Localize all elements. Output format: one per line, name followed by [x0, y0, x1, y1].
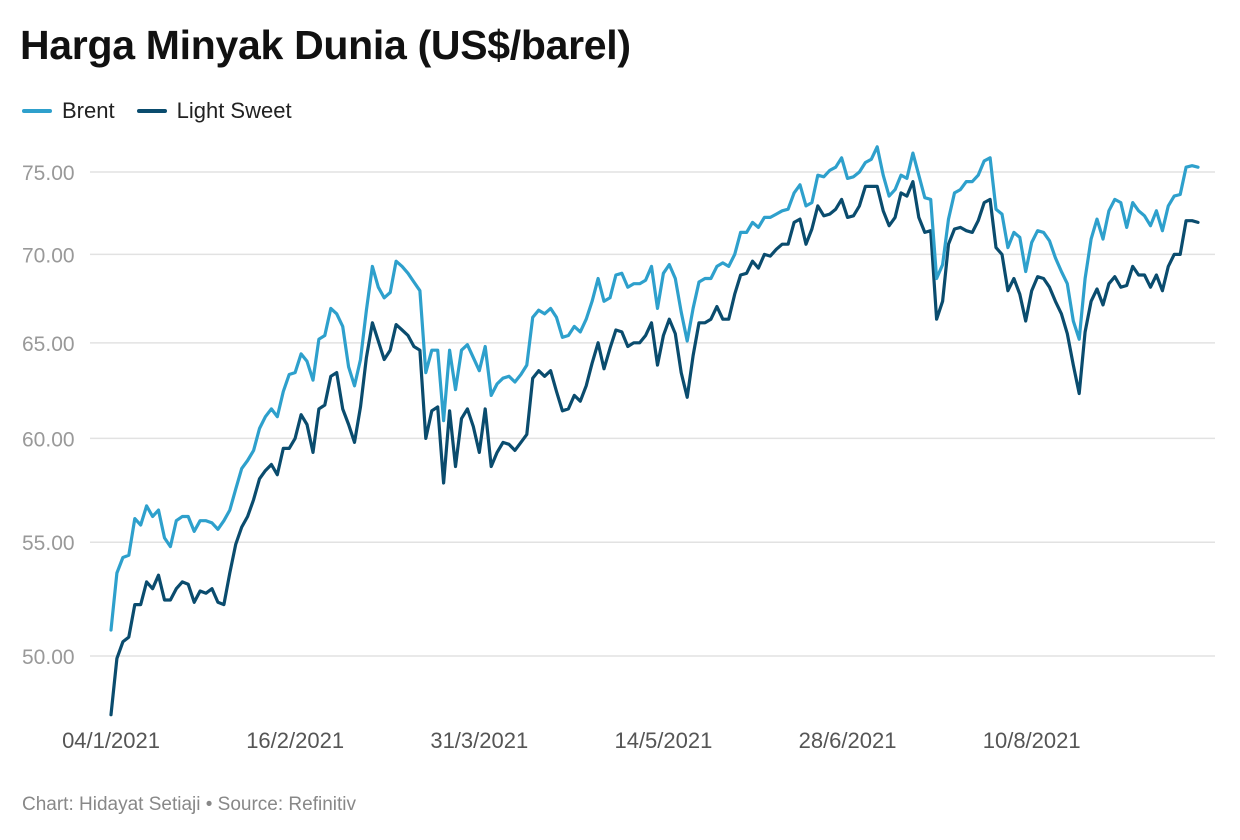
legend-swatch-brent: [22, 109, 52, 113]
x-tick-label: 31/3/2021: [430, 728, 528, 753]
x-tick-label: 04/1/2021: [62, 728, 160, 753]
y-tick-label: 60.00: [22, 428, 75, 451]
line-chart: 50.00 55.00 60.00 65.00 70.00 75.00 04/1/2021 1…: [22, 145, 1215, 753]
chart-footer-credit: Chart: Hidayat Setiaji • Source: Refinit…: [22, 794, 357, 815]
legend-label-light-sweet: Light Sweet: [176, 98, 292, 123]
series-line-light-sweet: [109, 180, 1200, 717]
y-tick-label: 75.00: [22, 162, 75, 185]
y-tick-label: 70.00: [22, 244, 75, 267]
legend: Brent Light Sweet: [22, 98, 314, 124]
legend-label-brent: Brent: [62, 98, 115, 123]
x-tick-label: 10/8/2021: [983, 728, 1081, 753]
y-tick-label: 55.00: [22, 532, 75, 555]
x-tick-label: 14/5/2021: [614, 728, 712, 753]
y-tick-label: 50.00: [22, 646, 75, 669]
legend-item-light-sweet: Light Sweet: [136, 98, 292, 124]
x-tick-label: 16/2/2021: [246, 728, 344, 753]
legend-item-brent: Brent: [22, 98, 115, 124]
x-tick-label: 28/6/2021: [799, 728, 897, 753]
legend-swatch-light-sweet: [136, 109, 167, 113]
chart-title: Harga Minyak Dunia (US$/barel): [20, 22, 631, 68]
y-tick-label: 65.00: [22, 333, 75, 356]
series-line-brent: [109, 145, 1200, 632]
